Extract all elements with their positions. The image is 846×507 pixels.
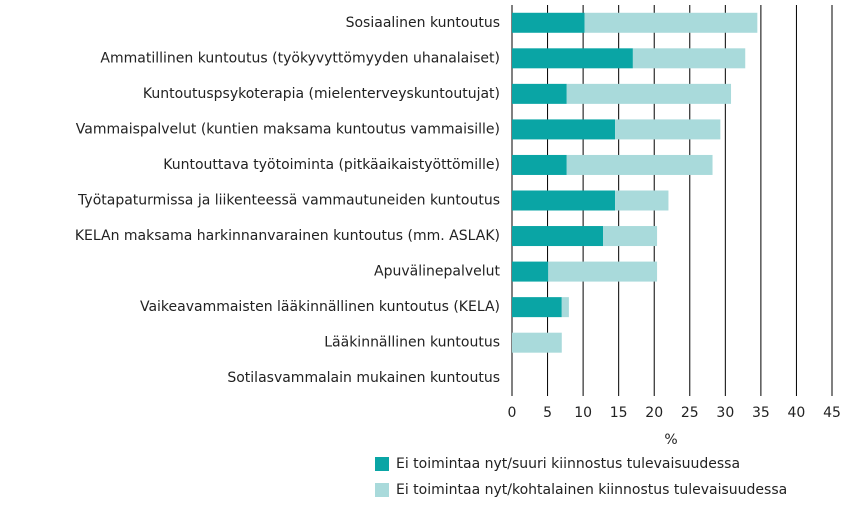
y-tick-label: Työtapaturmissa ja liikenteessä vammautu… <box>77 193 500 209</box>
bar <box>512 48 633 69</box>
y-tick-label: Ammatillinen kuntoutus (työkyvyttömyyden… <box>100 50 500 66</box>
y-tick-label: KELAn maksama harkinnanvarainen kuntoutu… <box>75 228 500 244</box>
bar <box>512 12 585 33</box>
y-tick-label: Vaikeavammaisten lääkinnällinen kuntoutu… <box>140 299 500 315</box>
bar <box>566 83 732 104</box>
y-tick-label: Sosiaalinen kuntoutus <box>346 15 500 31</box>
y-tick-label: Vammaispalvelut (kuntien maksama kuntout… <box>76 121 500 137</box>
x-tick-label: 10 <box>574 405 592 421</box>
x-tick-label: 30 <box>716 405 734 421</box>
x-tick-label: 45 <box>823 405 841 421</box>
bar <box>603 226 658 247</box>
bar <box>512 119 616 140</box>
y-tick-label: Lääkinnällinen kuntoutus <box>324 335 500 351</box>
y-tick-label: Apuvälinepalvelut <box>374 264 500 280</box>
bar <box>512 226 604 247</box>
x-tick-label: 25 <box>681 405 699 421</box>
legend-swatch <box>375 483 389 497</box>
bar <box>615 190 669 211</box>
bar <box>512 190 616 211</box>
bar <box>512 154 567 175</box>
bar <box>561 297 569 318</box>
x-tick-label: 35 <box>752 405 770 421</box>
bar <box>512 261 549 282</box>
legend-label: Ei toimintaa nyt/suuri kiinnostus tuleva… <box>396 456 740 472</box>
bar <box>512 83 567 104</box>
bar <box>615 119 721 140</box>
x-tick-label: 20 <box>645 405 663 421</box>
bar <box>512 297 562 318</box>
y-tick-label: Kuntoutuspsykoterapia (mielenterveyskunt… <box>143 86 500 102</box>
x-tick-label: 40 <box>788 405 806 421</box>
bar <box>512 332 562 353</box>
x-axis-label: % <box>664 432 677 448</box>
legend-label: Ei toimintaa nyt/kohtalainen kiinnostus … <box>396 482 787 498</box>
legend-swatch <box>375 457 389 471</box>
x-tick-label: 5 <box>543 405 552 421</box>
bar <box>632 48 746 69</box>
y-tick-label: Kuntouttava työtoiminta (pitkäaikaistyöt… <box>163 157 500 173</box>
y-tick-label: Sotilasvammalain mukainen kuntoutus <box>227 370 500 386</box>
bar <box>548 261 658 282</box>
bar <box>584 12 758 33</box>
bar <box>566 154 713 175</box>
x-tick-label: 0 <box>508 405 517 421</box>
x-tick-label: 15 <box>610 405 628 421</box>
